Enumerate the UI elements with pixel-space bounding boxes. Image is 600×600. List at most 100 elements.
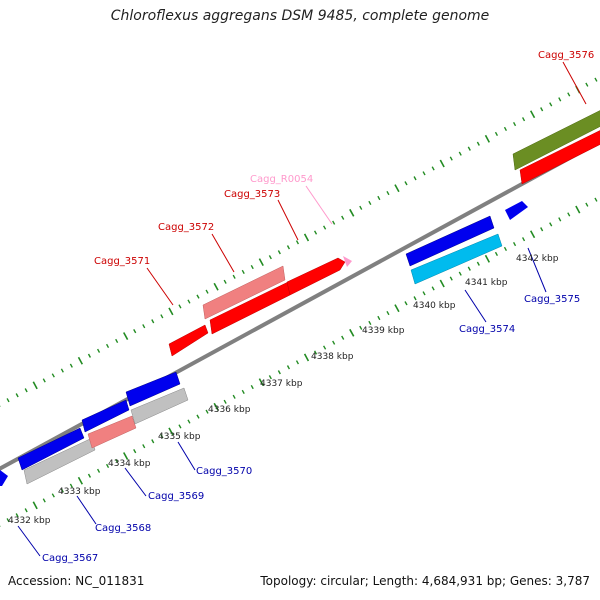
tick-mark	[467, 146, 471, 151]
tick-mark	[439, 279, 445, 288]
tick-mark	[6, 518, 10, 523]
kbp-label: 4332 kbp	[8, 516, 51, 526]
gene-cagg-3570[interactable]	[130, 387, 189, 425]
tick-mark	[268, 255, 272, 260]
tick-mark	[359, 205, 363, 210]
gene-cagg-3573[interactable]	[286, 257, 346, 296]
tick-mark	[575, 205, 581, 214]
gene-cagg-3569-blue[interactable]	[81, 399, 130, 433]
gene-cagg-3576[interactable]	[519, 128, 600, 185]
tick-mark	[42, 498, 46, 503]
gene-cagg-3575[interactable]	[505, 201, 528, 220]
gene-cagg-3567[interactable]	[0, 470, 8, 486]
topology-summary: Topology: circular; Length: 4,684,931 bp…	[260, 574, 590, 588]
tick-mark	[96, 348, 101, 353]
tick-mark	[87, 473, 92, 478]
tick-mark	[349, 208, 355, 217]
tick-mark	[77, 356, 84, 365]
tick-mark	[458, 271, 462, 276]
tick-mark	[24, 508, 28, 513]
gene-label[interactable]: Cagg_3568	[95, 523, 151, 534]
map-title: Chloroflexus aggregans DSM 9485, complet…	[110, 8, 490, 24]
tick-mark	[512, 241, 517, 247]
tick-mark	[359, 325, 363, 330]
tick-mark	[133, 329, 137, 334]
gene-label[interactable]: Cagg_3573	[224, 189, 280, 200]
inner-tick-track	[0, 197, 598, 527]
gene-label[interactable]: Cagg_3574	[459, 324, 515, 335]
tick-mark	[404, 181, 408, 186]
tick-mark	[277, 370, 281, 375]
gene-label[interactable]: Cagg_3569	[148, 491, 204, 502]
kbp-label: 4337 kbp	[260, 379, 303, 389]
gene-cagg-3571[interactable]	[168, 324, 209, 357]
gene-label[interactable]: Cagg_3572	[158, 222, 214, 233]
tick-mark	[142, 324, 146, 329]
tick-mark	[241, 269, 245, 275]
tick-mark	[368, 320, 372, 326]
gene-cagg-3576-olive[interactable]	[512, 108, 600, 171]
tick-mark	[512, 121, 517, 127]
tick-mark	[484, 134, 491, 143]
tick-mark	[250, 384, 254, 390]
gene-cagg-3568[interactable]	[23, 437, 96, 485]
kbp-label: 4334 kbp	[108, 459, 151, 469]
tick-mark	[187, 419, 191, 424]
tick-mark	[332, 220, 336, 225]
gene-label[interactable]: Cagg_3570	[196, 466, 252, 477]
tick-mark	[303, 233, 310, 242]
kbp-label: 4336 kbp	[208, 405, 251, 415]
gene-cagg-3574-blue[interactable]	[405, 215, 495, 267]
tick-mark	[394, 184, 400, 193]
gene-cagg-3574[interactable]	[410, 233, 503, 285]
tick-mark	[15, 513, 19, 518]
tick-mark	[241, 389, 245, 395]
gene-label[interactable]: Cagg_3567	[42, 553, 98, 564]
tick-mark	[60, 488, 64, 493]
tick-mark	[160, 434, 164, 439]
tick-mark	[295, 240, 300, 245]
tick-mark	[529, 230, 536, 239]
tick-mark	[503, 246, 508, 252]
accession-text: Accession: NC_011831	[8, 574, 145, 588]
tick-mark	[105, 343, 110, 349]
tick-mark	[15, 393, 19, 398]
tick-mark	[394, 304, 400, 313]
tick-mark	[115, 338, 119, 344]
tick-mark	[87, 353, 92, 358]
gene-cagg-3572[interactable]	[202, 265, 286, 320]
tick-mark	[295, 360, 300, 365]
leader-lines	[17, 61, 587, 557]
gene-label[interactable]: Cagg_3576	[538, 50, 594, 61]
tick-mark	[151, 439, 155, 444]
tick-mark	[24, 388, 28, 393]
tick-mark	[467, 266, 471, 271]
gene-cagg-3566[interactable]	[17, 427, 85, 471]
tick-mark	[178, 424, 182, 429]
tick-mark	[77, 476, 84, 485]
tick-mark	[567, 92, 571, 97]
tick-mark	[142, 444, 146, 449]
tick-mark	[69, 483, 73, 488]
gene-cagg-3569[interactable]	[87, 415, 137, 449]
gene-label[interactable]: Cagg_3571	[94, 256, 150, 267]
kbp-labels: 4332 kbp 4333 kbp 4334 kbp 4335 kbp 4336…	[8, 254, 559, 526]
tick-mark	[439, 159, 445, 168]
tick-mark	[558, 217, 562, 222]
tick-mark	[368, 200, 372, 206]
gene-label[interactable]: Cagg_R0054	[250, 174, 313, 185]
tick-mark	[32, 381, 38, 390]
tick-mark	[422, 171, 426, 176]
kbp-label: 4335 kbp	[158, 432, 201, 442]
gene-cagg-r0054[interactable]	[343, 256, 352, 267]
tick-mark	[232, 394, 236, 399]
tick-mark	[213, 282, 219, 291]
tick-mark	[349, 328, 355, 337]
tick-mark	[431, 166, 435, 171]
tick-mark	[115, 458, 119, 464]
gene-cagg-3570-blue[interactable]	[125, 371, 181, 407]
kbp-label: 4341 kbp	[465, 278, 508, 288]
tick-mark	[268, 375, 272, 380]
gene-label[interactable]: Cagg_3575	[524, 294, 580, 305]
